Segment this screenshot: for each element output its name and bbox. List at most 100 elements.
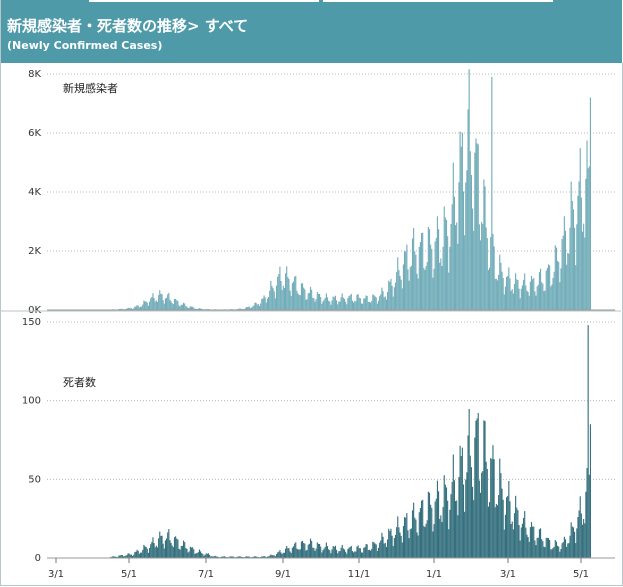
cases-bar <box>562 235 564 310</box>
deaths-bar <box>574 531 576 558</box>
deaths-bar <box>190 547 193 558</box>
deaths-bar <box>257 556 259 558</box>
cases-bar <box>570 181 572 310</box>
cases-bar <box>198 308 200 310</box>
deaths-bar <box>436 480 438 558</box>
deaths-bar <box>308 543 310 558</box>
deaths-bar <box>320 546 322 558</box>
deaths-bar <box>569 535 571 558</box>
cases-bar <box>461 132 463 310</box>
deaths-bar <box>268 556 270 558</box>
cases-bar <box>201 308 203 310</box>
deaths-bar <box>419 508 421 558</box>
cases-bar <box>527 292 529 310</box>
deaths-bar <box>286 545 288 558</box>
deaths-bar <box>536 537 538 558</box>
deaths-bar <box>418 512 420 558</box>
cases-bar <box>524 273 526 310</box>
cases-bar <box>467 109 469 310</box>
deaths-bar <box>224 556 227 558</box>
cases-bar <box>402 264 404 310</box>
deaths-bar <box>550 549 552 558</box>
cases-bar <box>511 289 513 310</box>
cases-bar <box>125 308 127 310</box>
x-tick-label: 5/1 <box>573 569 589 580</box>
deaths-bar <box>485 461 487 558</box>
deaths-bar <box>283 552 285 558</box>
deaths-bar <box>372 541 374 558</box>
cases-bar <box>383 297 385 310</box>
cases-bar <box>257 304 259 310</box>
cases-bar <box>518 288 520 310</box>
cases-bar <box>443 206 445 310</box>
cases-bar <box>269 290 271 310</box>
cases-bar <box>287 277 289 310</box>
deaths-bar <box>294 543 296 558</box>
deaths-bar <box>171 545 173 558</box>
deaths-bar <box>331 549 333 558</box>
cases-bar <box>151 296 153 310</box>
cases-bar <box>167 294 169 310</box>
deaths-bar <box>316 542 318 558</box>
deaths-bar <box>557 545 559 558</box>
cases-bar <box>359 298 361 310</box>
cases-bar <box>320 297 322 310</box>
deaths-bar <box>145 547 147 558</box>
cases-bar <box>498 274 500 310</box>
cases-bar <box>484 186 486 310</box>
deaths-bar <box>150 544 152 558</box>
cases-bar <box>575 265 577 310</box>
deaths-bar <box>545 537 547 558</box>
deaths-bar <box>238 556 240 558</box>
deaths-bar <box>146 548 148 558</box>
deaths-bar <box>275 554 278 558</box>
cases-bar <box>415 254 417 310</box>
cases-bar <box>459 131 461 310</box>
deaths-bar <box>164 540 166 558</box>
deaths-bar <box>317 543 319 558</box>
deaths-bar <box>158 538 160 558</box>
deaths-bar <box>176 538 178 558</box>
deaths-bar <box>129 554 131 558</box>
deaths-bar <box>500 473 502 558</box>
cases-bar <box>374 296 376 310</box>
cases-bar <box>585 178 587 310</box>
cases-bar <box>449 246 451 310</box>
deaths-bar <box>389 530 391 558</box>
cases-bar <box>150 298 152 310</box>
y-tick-label: 150 <box>22 317 41 328</box>
deaths-bar <box>237 556 239 558</box>
deaths-bar <box>438 491 440 558</box>
deaths-bar <box>394 534 397 558</box>
chart-header: 新規感染者・死者数の推移> すべて (Newly Confirmed Cases… <box>0 0 622 63</box>
cases-bar <box>272 288 274 310</box>
deaths-bar <box>133 554 135 558</box>
top-tab-bar <box>323 0 553 2</box>
cases-bar <box>555 247 557 310</box>
deaths-bar <box>288 548 290 558</box>
cases-bar <box>416 273 418 310</box>
deaths-bar <box>347 549 349 558</box>
deaths-bar <box>424 527 426 558</box>
cases-bar <box>365 295 367 310</box>
cases-bar <box>180 304 182 310</box>
deaths-bar <box>332 546 334 558</box>
deaths-bar <box>271 555 273 558</box>
deaths-bar <box>384 542 386 558</box>
cases-bar <box>541 282 543 310</box>
deaths-bar <box>411 510 414 558</box>
cases-bar <box>526 290 528 310</box>
deaths-bar <box>366 544 368 558</box>
cases-bar <box>430 244 432 310</box>
deaths-bar <box>554 540 556 558</box>
deaths-bar <box>547 538 550 558</box>
deaths-bar <box>518 525 520 558</box>
deaths-bar <box>549 539 551 558</box>
cases-bar <box>298 294 300 310</box>
cases-bar <box>432 277 434 310</box>
cases-bar <box>578 181 580 310</box>
cases-bar <box>127 307 129 310</box>
deaths-bar <box>560 548 562 558</box>
deaths-bar <box>515 495 517 558</box>
